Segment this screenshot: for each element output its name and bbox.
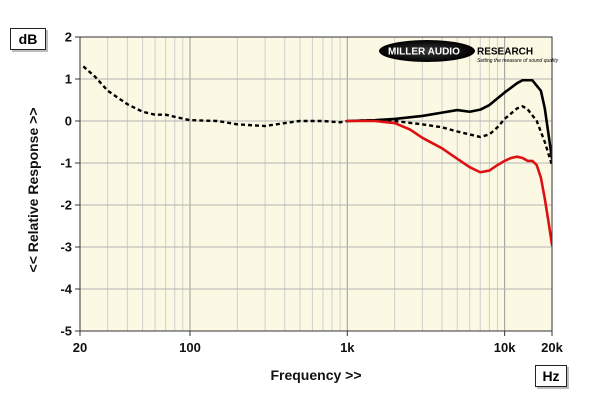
x-tick-label: 1k bbox=[340, 340, 355, 355]
plot-area bbox=[79, 36, 553, 332]
grid-lines bbox=[80, 36, 552, 332]
y-tick-labels: 2 1 0 -1 -2 -3 -4 -5 bbox=[60, 30, 80, 339]
x-tick-label: 20k bbox=[541, 340, 563, 355]
logo-name-part2: RESEARCH bbox=[477, 47, 533, 58]
y-unit-label: dB bbox=[10, 28, 46, 50]
y-tick-label: 0 bbox=[65, 114, 72, 129]
x-unit-label: Hz bbox=[535, 365, 567, 387]
miller-audio-research-logo: MILLER AUDIO RESEARCH Setting the measur… bbox=[379, 40, 559, 64]
y-axis-title: << Relative Response >> bbox=[25, 108, 41, 273]
plot-border bbox=[79, 36, 553, 332]
y-tick-label: 1 bbox=[65, 72, 72, 87]
logo-name-part1: MILLER AUDIO bbox=[388, 47, 460, 58]
y-tick-label: 2 bbox=[65, 30, 72, 45]
x-tick-label: 100 bbox=[179, 340, 201, 355]
x-tick-labels: 20 100 1k 10k 20k bbox=[73, 331, 564, 355]
y-tick-label: -3 bbox=[60, 240, 72, 255]
y-tick-label: -5 bbox=[60, 324, 72, 339]
y-tick-label: -4 bbox=[60, 282, 72, 297]
y-tick-label: -2 bbox=[60, 198, 72, 213]
y-tick-label: -1 bbox=[60, 156, 72, 171]
x-tick-label: 20 bbox=[73, 340, 87, 355]
x-axis-title: Frequency >> bbox=[270, 367, 361, 383]
logo-tagline: Setting the measure of sound quality bbox=[477, 58, 559, 64]
x-tick-label: 10k bbox=[494, 340, 516, 355]
series-line-1 bbox=[346, 78, 552, 161]
series-line-3 bbox=[346, 119, 552, 247]
series-layer bbox=[82, 65, 552, 247]
